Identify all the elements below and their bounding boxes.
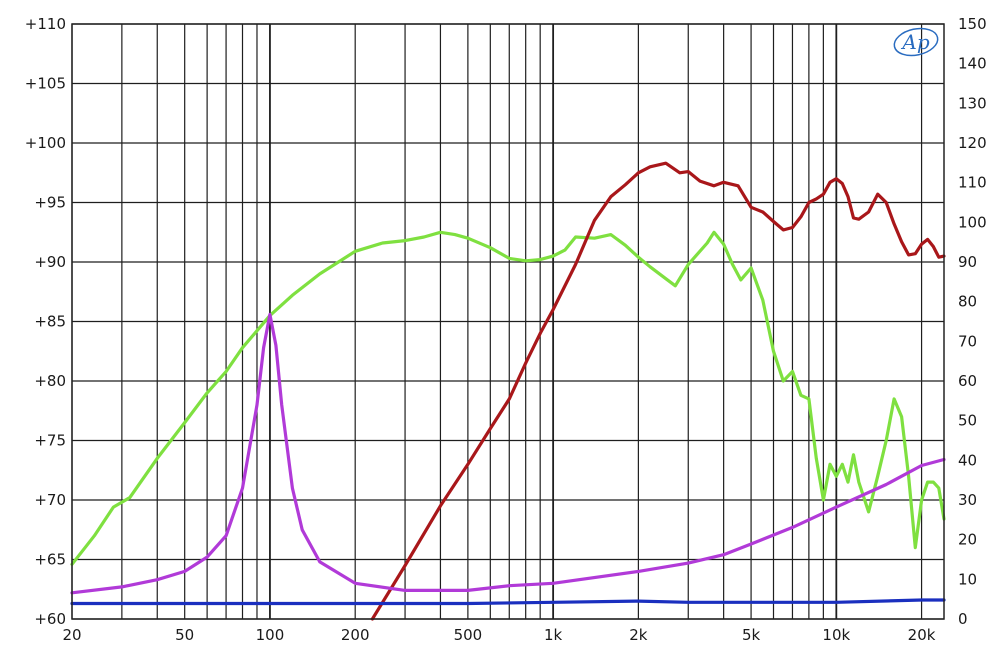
series-line-2: [370, 161, 946, 621]
x-tick-label: 20: [62, 626, 81, 644]
ap-logo-icon: Ap: [893, 27, 939, 57]
y2-tick-label: 10: [958, 570, 977, 588]
y2-tick-label: 50: [958, 412, 977, 430]
y2-tick-label: 0: [958, 610, 968, 628]
series-line-4: [70, 598, 946, 606]
y-tick-label: +100: [25, 134, 66, 152]
y2-tick-label: 150: [958, 15, 987, 33]
series-layer: [70, 161, 946, 621]
y-tick-label: +75: [34, 432, 66, 450]
y2-tick-label: 20: [958, 531, 977, 549]
y-tick-label: +80: [34, 372, 66, 390]
x-tick-label: 2k: [629, 626, 648, 644]
x-tick-label: 50: [175, 626, 194, 644]
y-tick-label: +70: [34, 491, 66, 509]
y2-tick-label: 110: [958, 174, 987, 192]
x-tick-label: 10k: [822, 626, 850, 644]
ap-logo-text: Ap: [900, 30, 929, 54]
x-tick-label: 20k: [908, 626, 936, 644]
y2-tick-label: 30: [958, 491, 977, 509]
y-tick-label: +65: [34, 551, 66, 569]
x-tick-label: 1k: [544, 626, 563, 644]
x-tick-label: 5k: [742, 626, 761, 644]
y2-tick-label: 120: [958, 134, 987, 152]
y2-tick-label: 90: [958, 253, 977, 271]
tick-labels: +110 +105 +100 +95 +90 +85 +80 +75 +70 +65 +60 150 1…: [25, 15, 987, 644]
series-line-1: [70, 230, 946, 566]
x-tick-label: 100: [256, 626, 285, 644]
y-tick-label: +110: [25, 15, 66, 33]
y2-tick-label: 80: [958, 293, 977, 311]
x-tick-label: 500: [454, 626, 483, 644]
y2-tick-label: 40: [958, 451, 977, 469]
y2-tick-label: 130: [958, 94, 987, 112]
y2-tick-label: 100: [958, 213, 987, 231]
plot-frame: [71, 23, 945, 620]
y2-tick-label: 140: [958, 55, 987, 73]
y-tick-label: +90: [34, 253, 66, 271]
y-tick-label: +85: [34, 313, 66, 331]
series-line-3: [70, 312, 946, 595]
x-tick-label: 200: [341, 626, 370, 644]
y-tick-label: +60: [34, 610, 66, 628]
y-tick-label: +105: [25, 75, 66, 93]
y2-tick-label: 70: [958, 332, 977, 350]
y-tick-label: +95: [34, 194, 66, 212]
y2-tick-label: 60: [958, 372, 977, 390]
